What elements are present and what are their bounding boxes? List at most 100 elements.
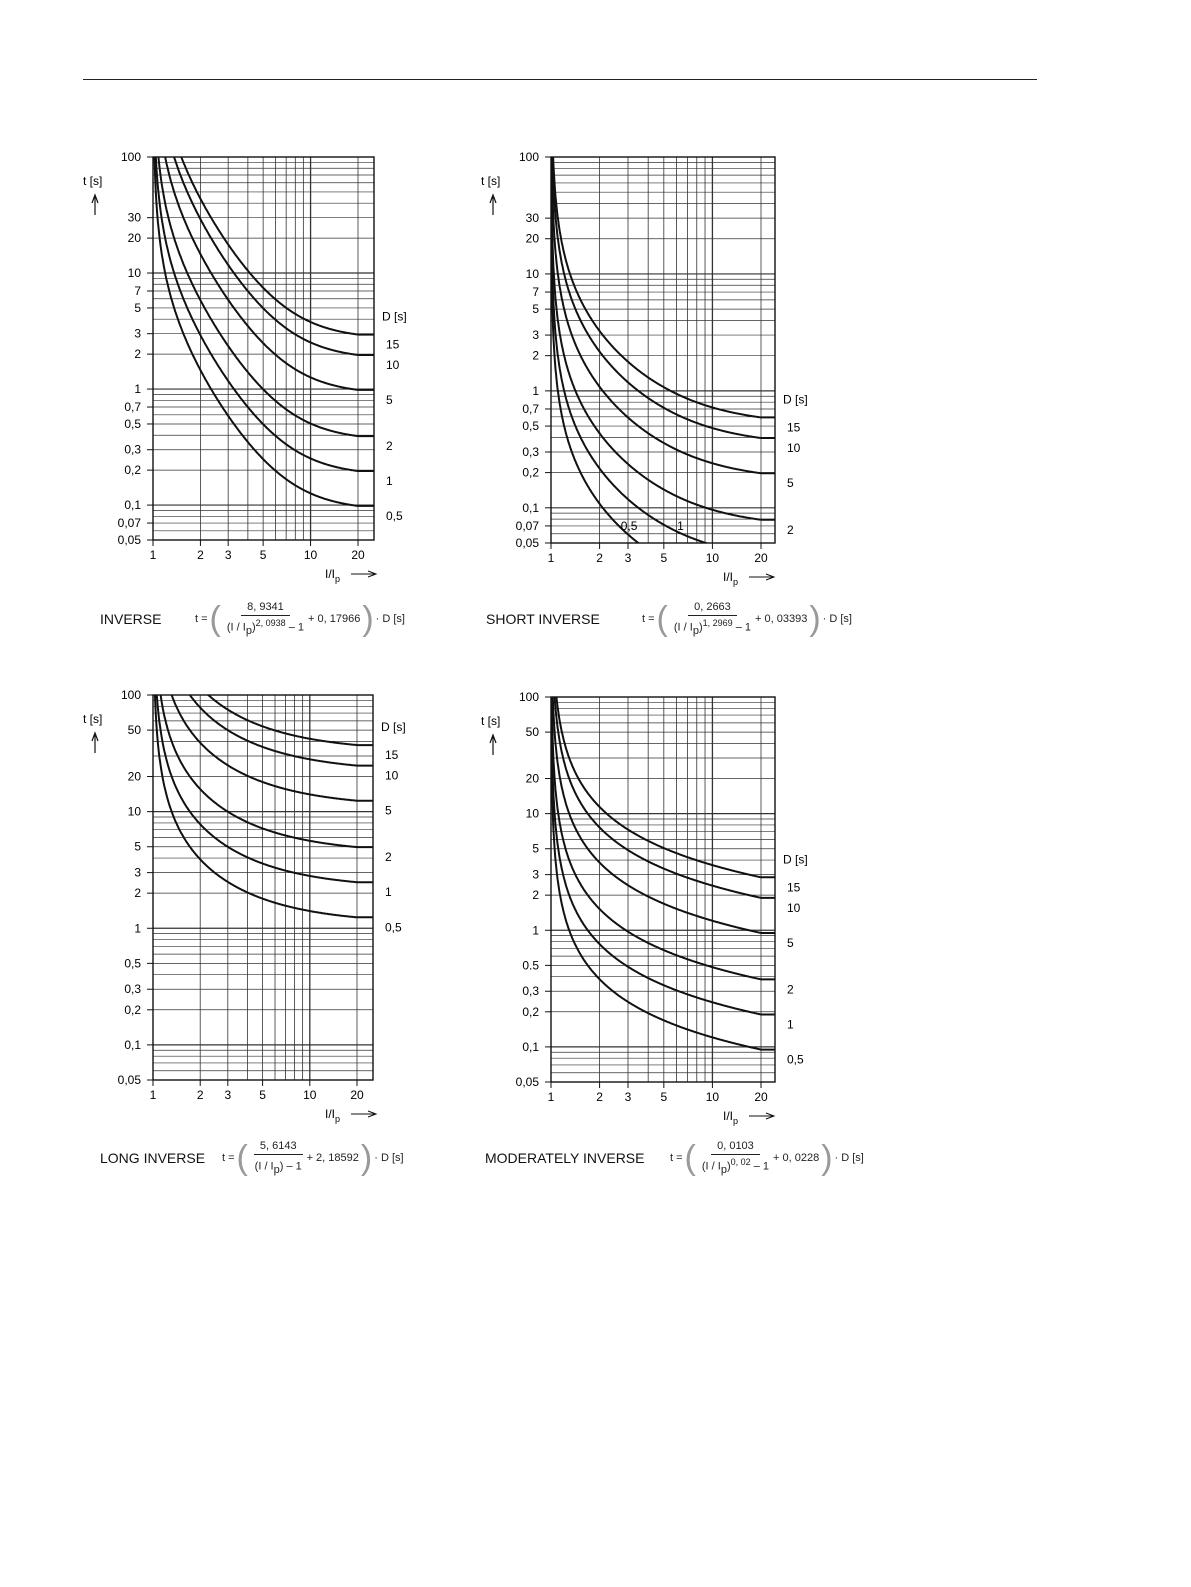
curve-label: 1: [386, 474, 393, 488]
y-tick-label: 50: [128, 723, 142, 737]
arrow-right-icon: [351, 1110, 378, 1118]
curve-D-5: [164, 157, 374, 391]
paren-close: ): [809, 599, 821, 638]
chart-0: 100 30 20 10 7 5 3 2 1 0,7 0,5 0,3 0,2 0,1 0,07 0,05 1 2 3…: [83, 150, 407, 584]
arrow-up-icon: [489, 733, 497, 755]
formula-d: · D [s]: [374, 1151, 404, 1164]
x-tick-label: 10: [303, 1088, 317, 1102]
y-tick-label: 0,5: [522, 419, 539, 433]
y-tick-label: 3: [532, 868, 539, 882]
curve-type-label: SHORT INVERSE: [486, 610, 600, 627]
x-tick-label: 10: [706, 551, 720, 565]
formula-0: INVERSE t = ( 8, 9341 (I / Ip)2, 0938 – …: [100, 601, 405, 637]
curve-D-1: [154, 157, 374, 472]
x-tick-label: 20: [351, 548, 365, 562]
y-tick-label: 1: [134, 382, 141, 396]
formula-fraction: 8, 9341 (I / Ip)2, 0938 – 1: [227, 601, 304, 637]
y-tick-label: 10: [526, 807, 540, 821]
den-base: (I / I: [673, 621, 693, 634]
curve-label: 15: [386, 338, 400, 352]
curve-D-0,5: [153, 695, 373, 919]
y-tick-label: 30: [526, 211, 540, 225]
den-exponent: 0, 02: [730, 1157, 751, 1167]
y-tick-label: 0.5: [522, 958, 539, 972]
header-rule: [83, 79, 1037, 80]
curve-label: 10: [386, 358, 400, 372]
formula-lhs: t =: [195, 612, 208, 625]
x-tick-label: 5: [260, 548, 267, 562]
y-tick-label: 0,3: [522, 984, 539, 998]
curve-D-0,5: [551, 237, 641, 543]
x-tick-label: 5: [660, 1090, 667, 1104]
y-axis-label: t [s]: [481, 174, 500, 188]
y-tick-label: 5: [532, 302, 539, 316]
den-close: ): [726, 1160, 731, 1173]
curve-D-5: [551, 697, 775, 934]
den-base: (I / I: [701, 1160, 721, 1173]
x-axis-label: I/Ip: [325, 1107, 340, 1124]
y-tick-label: 0,2: [522, 466, 539, 480]
curve-label: 10: [787, 901, 801, 915]
y-tick-label: 0,2: [124, 1003, 141, 1017]
den-exponent: 1, 2969: [702, 618, 733, 628]
y-tick-label: 50: [526, 725, 540, 739]
curve-D-1: [551, 697, 775, 1016]
curve-D-1: [155, 695, 373, 884]
y-tick-label: 0,7: [124, 400, 141, 414]
den-tail: – 1: [753, 1160, 770, 1173]
arrow-right-icon: [351, 570, 378, 578]
curve-label: 2: [787, 523, 794, 537]
curve-label: 5: [787, 476, 794, 490]
den-sub: p: [273, 1163, 280, 1176]
curve-label: 0,5: [385, 920, 402, 934]
curve-D-1: [551, 202, 710, 543]
arrow-up-icon: [91, 731, 99, 753]
formula-d: · D [s]: [822, 612, 852, 625]
y-tick-label: 1: [532, 384, 539, 398]
y-tick-label: 0,05: [516, 1075, 540, 1089]
x-tick-label: 3: [625, 551, 632, 565]
den-tail: – 1: [286, 1160, 302, 1173]
curve-D-10: [553, 697, 775, 899]
curve-D-5: [551, 157, 775, 475]
x-tick-label: 1: [548, 551, 555, 565]
formula-2: LONG INVERSE t = ( 5, 6143 (I / Ip) – 1 …: [100, 1140, 404, 1176]
y-tick-label: 0,2: [124, 463, 141, 477]
formula-constant: + 0, 03393: [755, 612, 808, 625]
formula-lhs: t =: [670, 1151, 683, 1164]
y-tick-label: 3: [134, 866, 141, 880]
curve-D-10: [173, 157, 374, 356]
curve-D-0,5: [153, 157, 374, 507]
y-tick-label: 2: [532, 888, 539, 902]
formula-numerator: 0, 0103: [711, 1140, 760, 1155]
y-tick-label: 0,1: [522, 1040, 539, 1054]
plot-frame: [550, 156, 776, 544]
y-tick-label: 2: [134, 347, 141, 361]
curve-label: 10: [385, 769, 399, 783]
curve-D-5: [170, 695, 373, 802]
curve-D-10: [188, 695, 373, 767]
paren-open: (: [684, 1138, 696, 1177]
curve-label: 5: [787, 936, 794, 950]
formula-lhs: t =: [222, 1151, 235, 1164]
x-tick-label: 20: [754, 1090, 768, 1104]
x-tick-label: 2: [197, 548, 204, 562]
y-tick-label: 20: [128, 770, 142, 784]
y-tick-label: 20: [526, 772, 540, 786]
x-tick-label: 2: [596, 551, 603, 565]
formula-fraction: 5, 6143 (I / Ip) – 1: [253, 1140, 303, 1176]
y-tick-label: 0,5: [124, 956, 141, 970]
x-tick-label: 1: [548, 1090, 555, 1104]
y-tick-label: 0,05: [118, 1073, 142, 1087]
arrow-up-icon: [91, 193, 99, 215]
legend-title: D [s]: [382, 310, 407, 324]
y-tick-label: 30: [128, 211, 142, 225]
curve-label: 0,5: [621, 519, 638, 533]
y-tick-label: 5: [532, 842, 539, 856]
arrow-right-icon: [749, 573, 776, 581]
paren-close: ): [362, 599, 374, 638]
y-tick-label: 0,1: [522, 501, 539, 515]
x-axis-label: I/Ip: [723, 570, 738, 587]
legend-title: D [s]: [381, 720, 406, 734]
chart-2: 100 50 20 10 5 3 2 1 0,5 0,3 0,2 0,1 0,05 1 2 3 5 10 20 t […: [83, 688, 406, 1124]
